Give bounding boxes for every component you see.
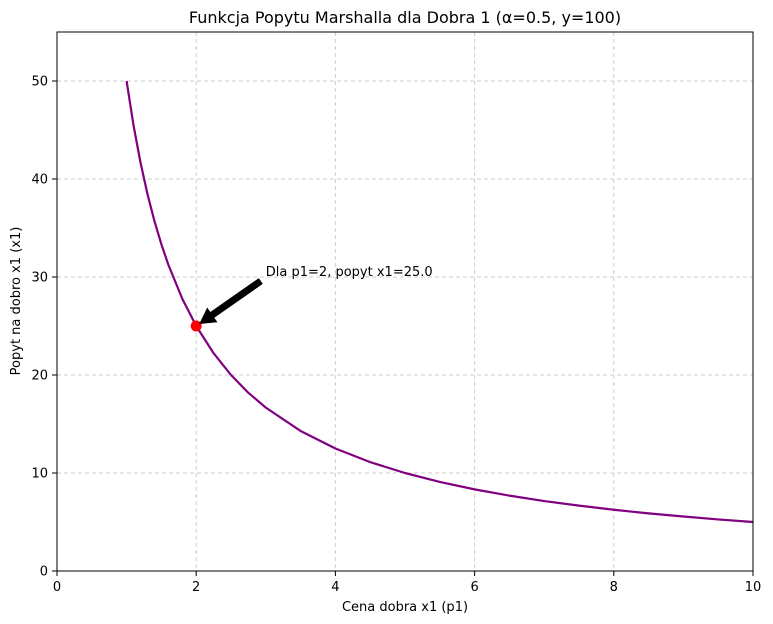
grid [56,32,754,572]
annotation-arrow [199,278,263,324]
plot-frame [56,31,754,572]
y-tick-label: 0 [40,565,48,580]
y-tick-label: 40 [31,173,48,188]
axes [56,31,754,572]
x-tick-label: 2 [192,580,200,595]
x-tick-label: 4 [331,580,339,595]
x-tick-label: 10 [745,580,762,595]
chart-title: Funkcja Popytu Marshalla dla Dobra 1 (α=… [189,8,621,27]
ticks: 0 2 4 6 8 10 0 10 20 30 40 50 [31,75,761,596]
y-tick-label: 10 [31,467,48,482]
x-tick-label: 6 [470,580,478,595]
y-tick-label: 50 [31,75,48,90]
x-tick-label: 0 [53,580,61,595]
x-axis-label: Cena dobra x1 (p1) [342,600,468,615]
demand-curve-line [125,80,754,524]
series-layer [125,80,754,524]
annotation-text: Dla p1=2, popyt x1=25.0 [266,265,433,280]
annotation-layer: Dla p1=2, popyt x1=25.0 [190,265,433,332]
highlight-point [190,320,202,332]
x-tick-label: 8 [610,580,618,595]
y-axis-label: Popyt na dobro x1 (x1) [9,227,24,376]
y-tick-label: 20 [31,369,48,384]
y-tick-label: 30 [31,271,48,286]
